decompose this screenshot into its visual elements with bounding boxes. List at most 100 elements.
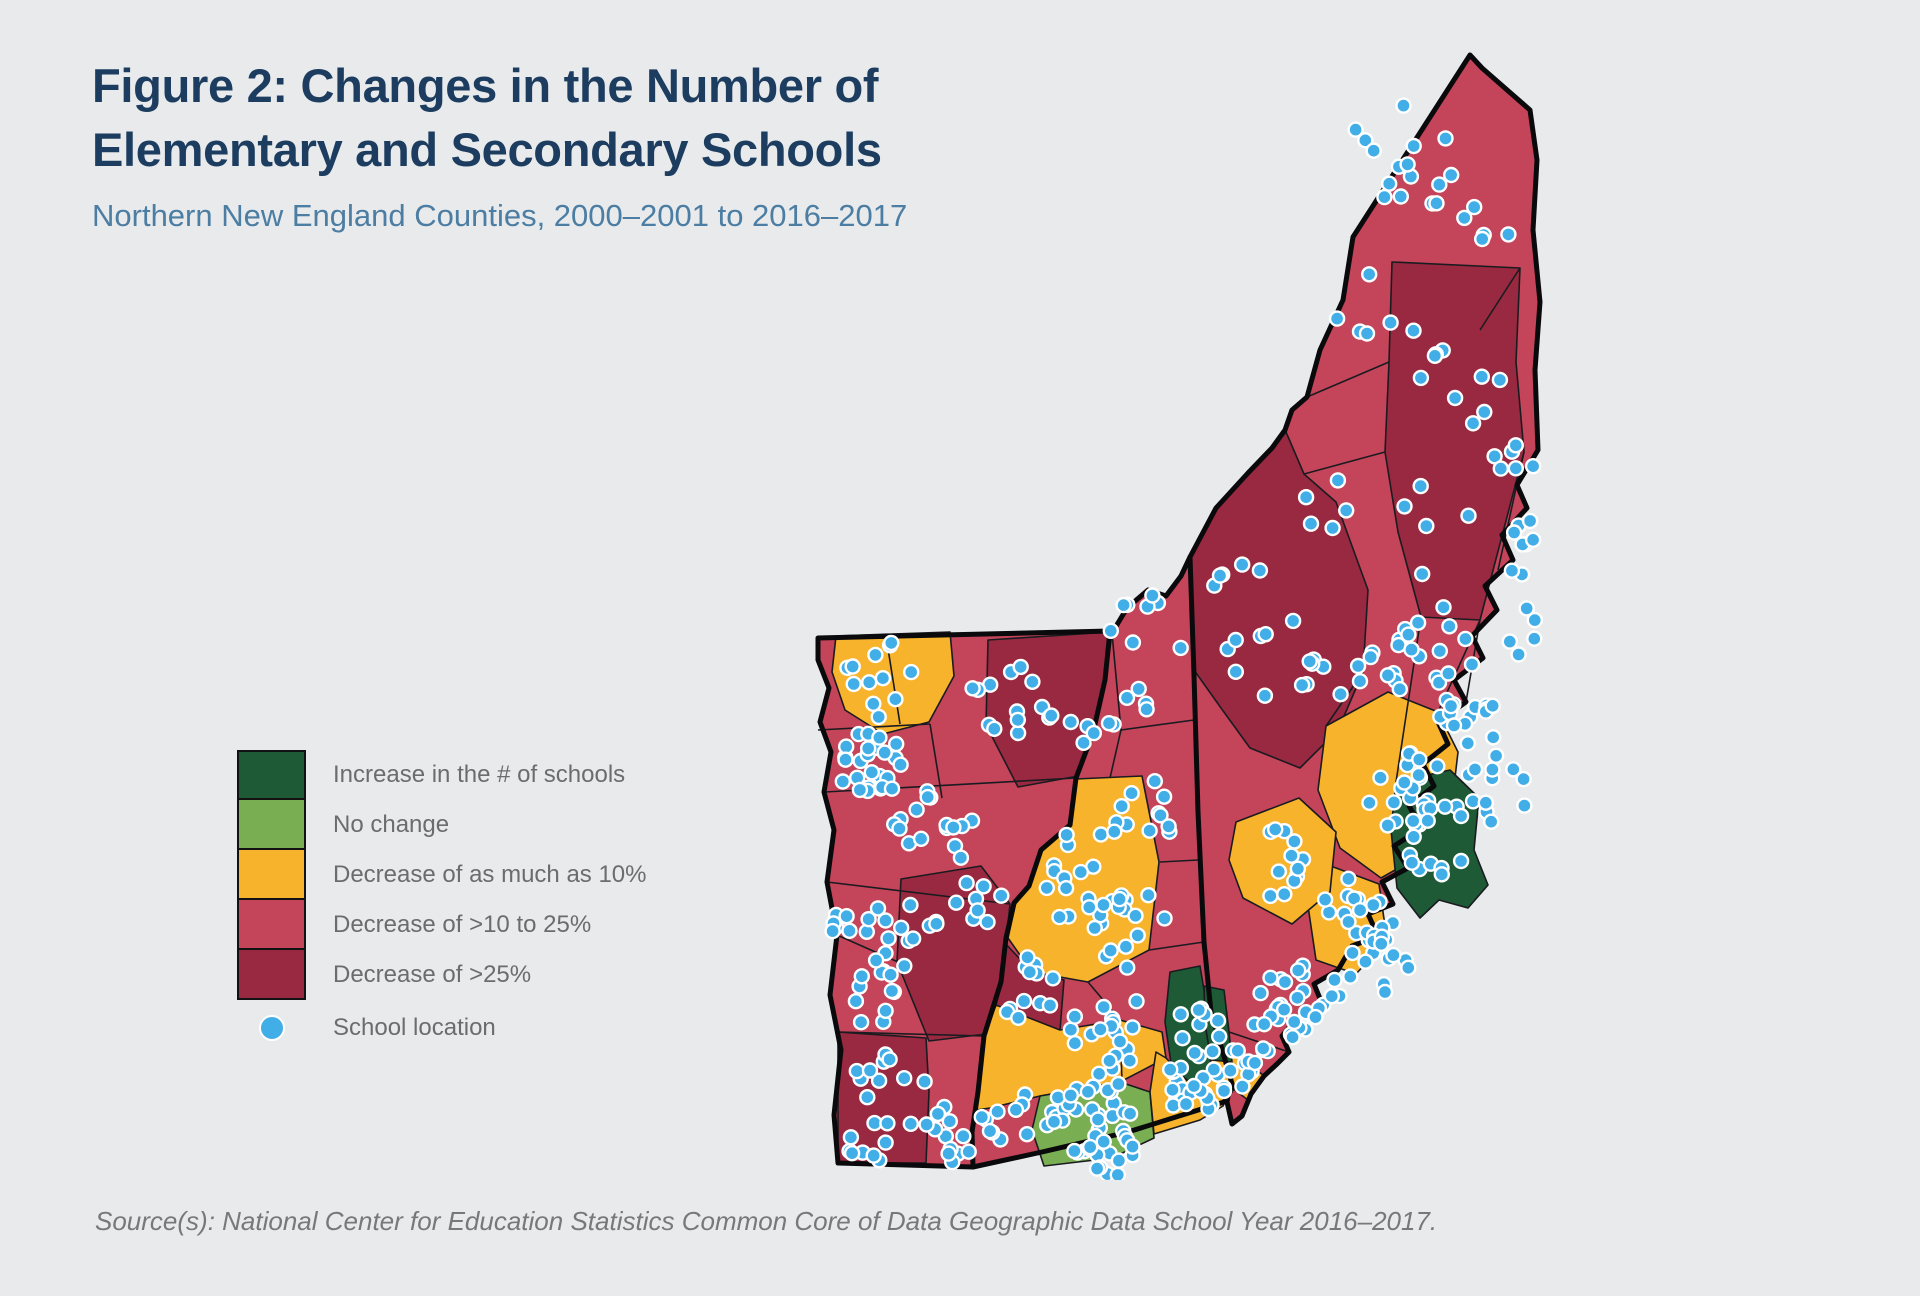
school-location-dot: [1123, 785, 1140, 802]
school-location-dot: [902, 663, 920, 681]
school-location-dot: [1326, 971, 1343, 989]
school-location-dot: [1391, 681, 1408, 698]
school-location-dot: [882, 966, 899, 983]
figure-title-line2: Elementary and Secondary Schools: [92, 123, 882, 176]
school-location-dot: [993, 887, 1010, 904]
school-location-dot: [908, 801, 925, 818]
school-location-dot: [1172, 639, 1189, 657]
school-location-dot: [1365, 896, 1382, 914]
school-location-dot: [1403, 854, 1421, 871]
school-location-dot: [1342, 968, 1359, 985]
school-location-dot: [1041, 997, 1059, 1014]
school-location-dot: [1324, 519, 1341, 537]
school-location-dot: [1483, 813, 1500, 830]
school-location-dot: [1009, 724, 1027, 742]
school-location-dot: [1007, 1101, 1025, 1119]
school-location-dot: [940, 1145, 957, 1162]
school-location-dot: [1140, 887, 1157, 904]
school-location-dot: [1117, 938, 1135, 955]
school-location-dot: [1297, 489, 1315, 506]
school-location-dot: [1473, 368, 1490, 385]
school-location-dot: [1412, 369, 1430, 387]
school-location-dot: [1445, 717, 1463, 734]
school-location-dot: [1156, 910, 1173, 927]
school-location-dot: [1405, 812, 1422, 830]
legend-label: Decrease of >25%: [333, 961, 532, 988]
school-location-dot: [1118, 689, 1136, 706]
school-location-dot: [1262, 969, 1279, 986]
school-location-dot: [947, 894, 965, 911]
school-location-dot: [1106, 823, 1123, 840]
school-location-dot: [1428, 195, 1445, 212]
school-location-dot: [1376, 983, 1394, 1001]
school-location-dot: [1095, 998, 1112, 1016]
school-location-dot: [1262, 887, 1279, 905]
school-location-dot: [919, 788, 936, 806]
school-location-dot: [1328, 310, 1346, 327]
school-location-dot: [1485, 729, 1502, 746]
school-location-dot: [1119, 959, 1136, 976]
legend-swatch-no-change: [237, 800, 306, 850]
school-location-dot: [1382, 314, 1399, 331]
school-location-dot: [842, 1129, 860, 1146]
school-location-dot: [1379, 817, 1396, 834]
school-location-dot: [1009, 711, 1027, 729]
school-location-dot: [1396, 774, 1413, 791]
school-location-dot: [847, 993, 865, 1010]
school-location-dot: [1443, 166, 1460, 184]
school-location-dot: [877, 1002, 894, 1019]
school-location-dot: [1234, 1078, 1251, 1095]
school-location-dot: [1500, 226, 1517, 243]
school-location-dot: [843, 1144, 861, 1162]
school-location-dot: [1332, 686, 1349, 703]
legend-item-dec25: Decrease of >25%: [237, 950, 757, 1000]
school-location-dot: [1365, 142, 1382, 159]
school-location-dot: [1466, 198, 1483, 216]
school-location-dot: [863, 764, 881, 781]
figure-title-line1: Figure 2: Changes in the Number of: [92, 59, 879, 112]
school-location-dot: [874, 670, 892, 687]
school-location-dot: [1361, 794, 1378, 811]
school-location-dot: [1229, 1042, 1246, 1059]
school-location-dot: [1275, 1001, 1293, 1018]
school-location-dot: [1452, 852, 1470, 870]
school-location-dot: [1172, 1006, 1189, 1023]
school-location-dot: [1518, 600, 1535, 617]
school-location-dot: [851, 781, 869, 799]
school-location-dot: [853, 968, 871, 985]
figure-title: Figure 2: Changes in the Number of Eleme…: [92, 54, 882, 182]
school-location-dot: [1521, 512, 1539, 530]
school-location-dot: [869, 900, 887, 917]
school-location-dot: [1113, 798, 1130, 815]
school-location-dot: [838, 908, 855, 925]
school-location-dot: [952, 849, 970, 866]
school-location-dot: [1433, 866, 1450, 883]
school-location-dot: [1340, 870, 1357, 887]
school-location-dot: [876, 744, 893, 761]
school-location-dot: [1436, 798, 1454, 815]
school-location-dot: [1403, 641, 1420, 658]
school-location-dot: [1505, 761, 1522, 778]
school-location-dot: [1177, 1095, 1195, 1113]
school-location-dot: [1419, 812, 1436, 829]
school-location-dot: [1062, 713, 1079, 731]
school-location-dot: [1058, 826, 1075, 844]
school-location-dot: [1463, 656, 1481, 673]
school-location-dot: [1492, 460, 1509, 477]
school-location-dot: [867, 646, 884, 664]
school-location-dot: [1290, 962, 1307, 979]
school-location-dot: [1211, 1028, 1228, 1045]
school-location-dot: [1431, 176, 1448, 193]
school-location-dot: [837, 751, 854, 768]
school-location-dot: [1524, 458, 1542, 475]
school-location-dot: [1357, 132, 1374, 149]
school-location-dot: [879, 1115, 896, 1132]
school-location-dot: [1351, 673, 1369, 690]
school-location-dot: [1503, 562, 1521, 579]
school-location-dot: [960, 1143, 977, 1160]
school-location-dot: [975, 878, 992, 895]
school-location-dot: [1396, 498, 1413, 515]
school-location-dot: [902, 1115, 920, 1133]
school-location-dot: [1155, 788, 1173, 805]
school-location-dot: [1440, 665, 1457, 682]
